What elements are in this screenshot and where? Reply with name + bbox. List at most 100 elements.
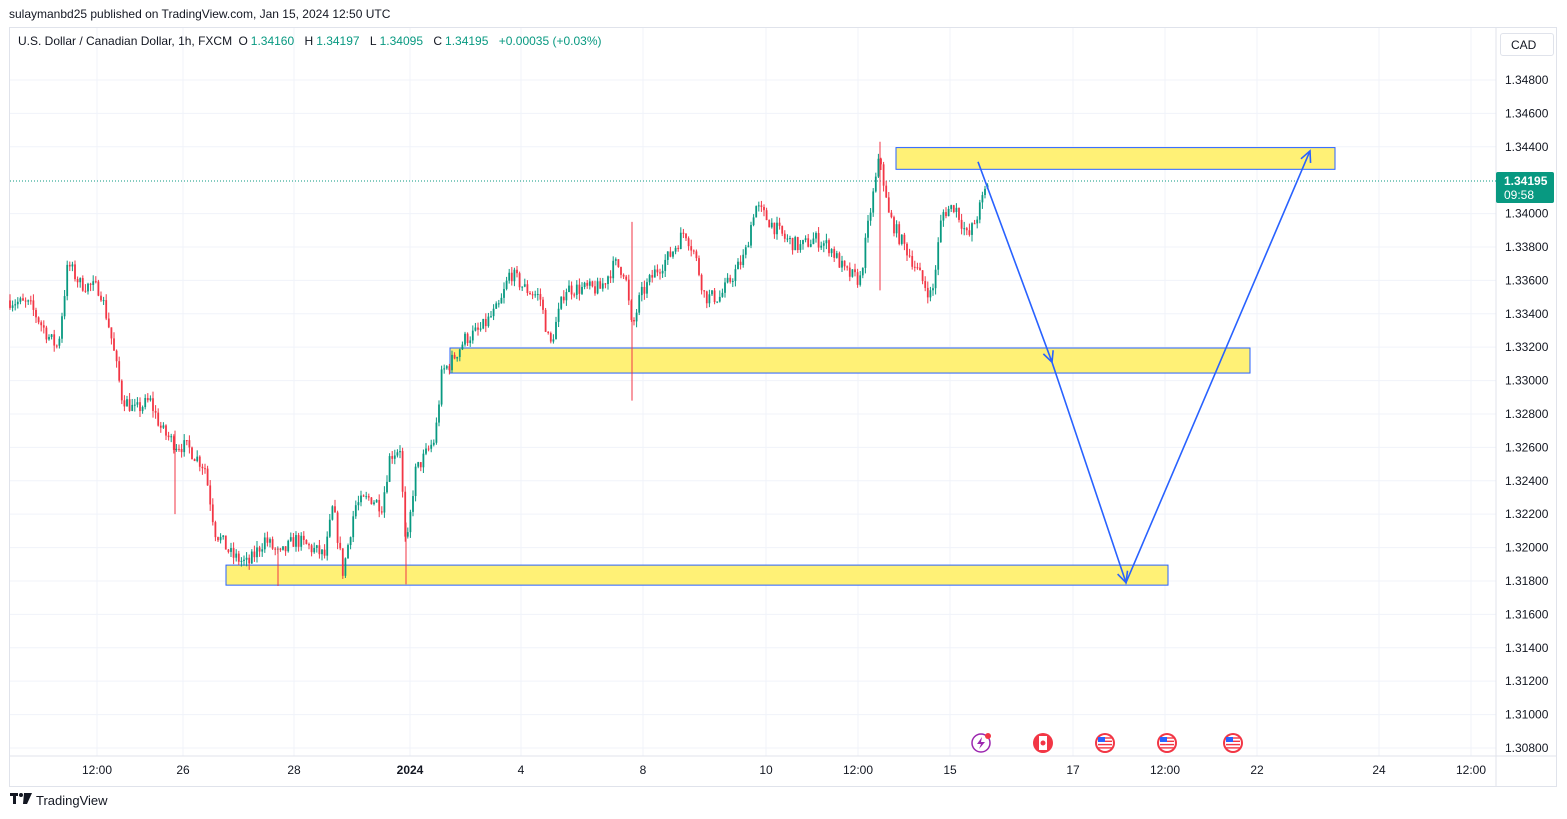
candle-body [560,296,563,309]
candle-body [950,205,953,209]
candle-body [113,338,115,351]
x-tick-label: 17 [1066,763,1080,777]
candle-body [76,279,79,283]
candle-body [386,481,388,493]
symbol-name: U.S. Dollar / Canadian Dollar, 1h, FXCM [18,34,233,48]
candle-body [105,300,108,319]
maple-leaf [1040,740,1046,746]
candle-body [984,188,986,196]
candle-body [708,294,711,304]
candle-body [365,496,368,498]
candle-body [141,407,144,412]
zone-rect[interactable] [225,564,1169,586]
tradingview-brand: TradingView [36,793,108,808]
candle-body [843,260,846,267]
candle-body [542,299,544,310]
us-flag-icon[interactable] [1095,733,1115,753]
candle-body [726,277,729,283]
candle-body [347,545,349,559]
candle-body [581,286,583,294]
candle-body [406,532,409,537]
flag-canton [1098,737,1105,742]
candle-body [58,338,61,346]
candle-body [497,303,500,305]
x-tick-label: 26 [176,763,190,777]
candle-body [310,545,313,553]
candle-body [664,259,667,271]
x-tick-label: 22 [1250,763,1264,777]
candle-body [209,485,212,505]
candle-body [812,238,815,245]
candle-body [9,300,11,308]
candle-body [396,452,399,456]
chart-frame [9,27,1557,787]
candle-body [217,537,219,541]
candle-body [331,506,334,520]
lightning-icon[interactable] [971,733,991,753]
candle-body [968,230,971,235]
candle-body [477,327,479,330]
candle-body [952,205,955,212]
candle-body [880,158,882,165]
candle-body [692,250,695,252]
candle-body [815,233,817,239]
candle-body [84,290,87,292]
x-tick-label: 28 [287,763,301,777]
candle-body [451,354,453,371]
x-tick-label: 15 [943,763,957,777]
candle-body [768,220,771,228]
canada-flag-icon[interactable] [1033,733,1053,753]
arrow-head [1117,570,1129,585]
y-tick-label: 1.34800 [1505,73,1549,87]
candle-body [955,207,958,212]
candle-body [204,468,206,470]
candle-body [536,293,539,295]
candle-body [739,261,742,266]
candle-body [565,292,568,301]
candle-body [466,333,469,344]
us-flag-icon[interactable] [1223,733,1243,753]
candle-body [297,535,300,547]
candle-body [266,537,269,543]
zone-rect[interactable] [895,147,1336,170]
currency-button[interactable]: CAD [1500,33,1554,56]
candle-body [900,234,903,244]
candle-body [206,468,209,486]
zone-rect[interactable] [449,347,1251,374]
candle-body [120,380,123,401]
candle-body [414,466,417,497]
candle-body [872,191,875,213]
tradingview-footer[interactable]: TradingView [10,793,108,808]
flag-canton [1226,737,1233,742]
candle-body [643,286,646,294]
candle-body [612,260,615,279]
candle-body [87,283,89,292]
candle-body [510,272,513,282]
candle-body [586,282,589,286]
candle-body [373,502,375,505]
candle-body [544,309,547,332]
candle-body [906,243,908,256]
candle-body [682,232,685,234]
candle-body [809,244,812,247]
y-tick-label: 1.33800 [1505,240,1549,254]
candle-body [523,284,526,287]
candle-body [776,222,778,235]
candle-body [698,258,700,275]
candle-body [107,318,110,328]
candle-body [258,547,261,552]
candle-body [695,251,698,259]
candle-body [492,308,495,317]
y-tick-label: 1.31200 [1505,674,1549,688]
us-flag-icon[interactable] [1157,733,1177,753]
candle-body [978,202,981,220]
candle-body [596,281,599,294]
candle-body [791,237,794,251]
candle-body [703,290,706,292]
candle-body [609,276,612,279]
candle-body [287,540,290,552]
candle-body [856,272,859,285]
y-tick-label: 1.34400 [1505,140,1549,154]
candle-body [981,195,984,203]
